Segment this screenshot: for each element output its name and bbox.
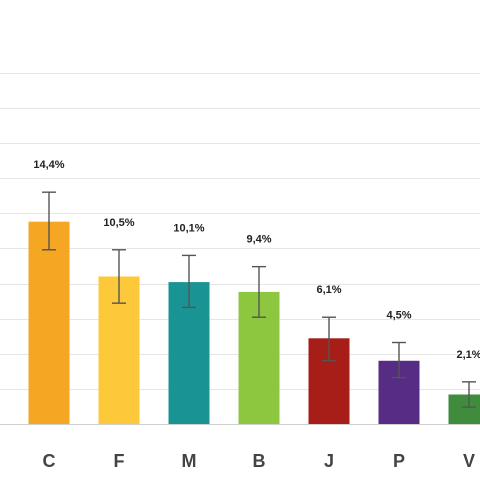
bars <box>28 221 480 424</box>
value-label-c: 14,4% <box>33 159 64 171</box>
value-label-j: 6,1% <box>316 284 341 296</box>
value-label-f: 10,5% <box>103 217 134 229</box>
bar-c <box>28 221 70 424</box>
value-label-b: 9,4% <box>246 234 271 246</box>
value-labels: 14,4% 10,5% 10,1% 9,4% 6,1% 4,5% 2,1% <box>33 159 480 361</box>
value-label-v: 2,1% <box>456 349 480 361</box>
x-tick-label-c: C <box>43 451 56 471</box>
x-tick-label-p: P <box>393 451 405 471</box>
x-tick-label-m: M <box>182 451 197 471</box>
gridlines <box>0 73 480 425</box>
x-tick-label-f: F <box>114 451 125 471</box>
x-tick-label-v: V <box>463 451 475 471</box>
x-tick-label-b: B <box>253 451 266 471</box>
error-bars <box>42 191 476 408</box>
value-label-p: 4,5% <box>386 310 411 322</box>
value-label-m: 10,1% <box>173 222 204 234</box>
bar-v <box>448 394 480 424</box>
x-tick-label-j: J <box>324 451 334 471</box>
